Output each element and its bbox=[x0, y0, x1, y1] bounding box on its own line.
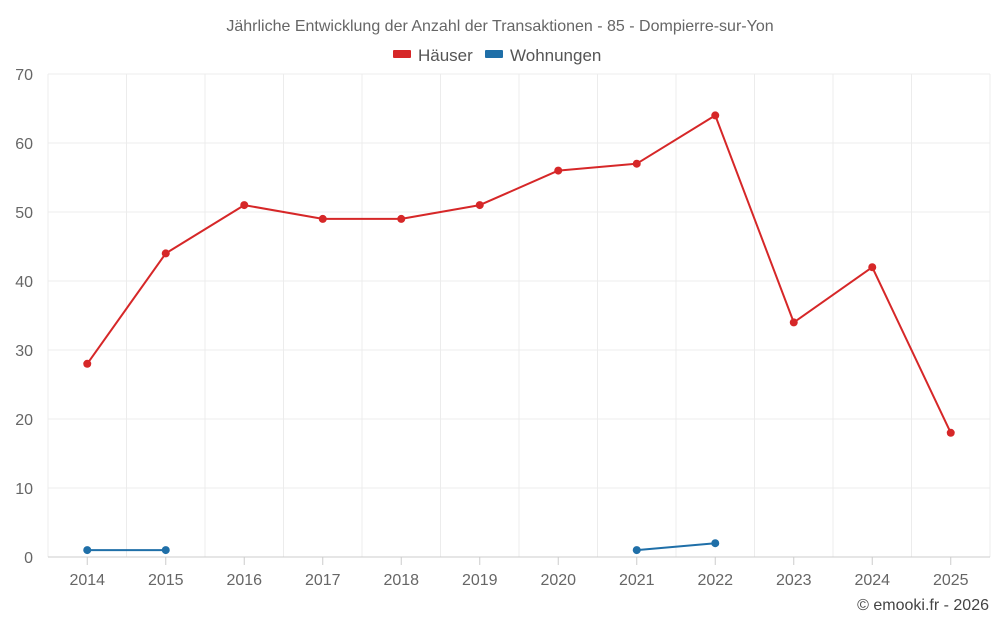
y-tick-label: 10 bbox=[15, 481, 33, 498]
chart-title: Jährliche Entwicklung der Anzahl der Tra… bbox=[226, 18, 773, 35]
data-point[interactable] bbox=[397, 214, 406, 223]
x-tick-label: 2025 bbox=[933, 572, 969, 589]
y-tick-label: 50 bbox=[15, 205, 33, 222]
data-point[interactable] bbox=[632, 546, 641, 555]
data-point[interactable] bbox=[711, 111, 720, 120]
data-point[interactable] bbox=[161, 249, 170, 258]
grid bbox=[47, 73, 991, 557]
x-tick-label: 2020 bbox=[540, 572, 576, 589]
data-point[interactable] bbox=[475, 201, 484, 210]
series-line bbox=[86, 114, 952, 434]
data-point[interactable] bbox=[711, 539, 720, 548]
x-tick-label: 2017 bbox=[305, 572, 341, 589]
y-tick-label: 20 bbox=[15, 412, 33, 429]
series-1 bbox=[83, 539, 720, 555]
y-tick-label: 70 bbox=[15, 67, 33, 84]
data-point[interactable] bbox=[789, 318, 798, 327]
y-tick-label: 0 bbox=[24, 550, 33, 567]
x-tick-label: 2016 bbox=[226, 572, 262, 589]
data-point[interactable] bbox=[632, 159, 641, 168]
y-tick-label: 30 bbox=[15, 343, 33, 360]
legend-label-wohnungen[interactable]: Wohnungen bbox=[510, 46, 601, 65]
legend-swatch-wohnungen bbox=[485, 50, 503, 58]
x-tick-label: 2015 bbox=[148, 572, 184, 589]
x-tick-label: 2023 bbox=[776, 572, 812, 589]
axes: 0 10 20 30 40 50 60 70 2014 2015 2016 2017 2018 2019 2… bbox=[15, 67, 990, 589]
credit-text: © emooki.fr - 2026 bbox=[857, 597, 989, 614]
legend: Häuser Wohnungen bbox=[393, 46, 601, 65]
data-point[interactable] bbox=[318, 214, 327, 223]
x-tick-label: 2021 bbox=[619, 572, 655, 589]
x-tick-label: 2019 bbox=[462, 572, 498, 589]
series-line bbox=[636, 542, 716, 552]
x-tick-label: 2024 bbox=[854, 572, 890, 589]
data-point[interactable] bbox=[240, 201, 249, 210]
data-point[interactable] bbox=[83, 546, 92, 555]
legend-swatch-haeuser bbox=[393, 50, 411, 58]
data-point[interactable] bbox=[83, 359, 92, 368]
data-point[interactable] bbox=[554, 166, 563, 175]
y-tick-label: 40 bbox=[15, 274, 33, 291]
data-point[interactable] bbox=[161, 546, 170, 555]
x-tick-label: 2022 bbox=[697, 572, 733, 589]
y-tick-label: 60 bbox=[15, 136, 33, 153]
x-tick-label: 2014 bbox=[69, 572, 105, 589]
data-point[interactable] bbox=[946, 428, 955, 437]
series-0 bbox=[83, 111, 955, 437]
legend-label-haeuser[interactable]: Häuser bbox=[418, 46, 473, 65]
data-point[interactable] bbox=[868, 263, 877, 272]
x-tick-label: 2018 bbox=[383, 572, 419, 589]
series bbox=[83, 111, 955, 555]
